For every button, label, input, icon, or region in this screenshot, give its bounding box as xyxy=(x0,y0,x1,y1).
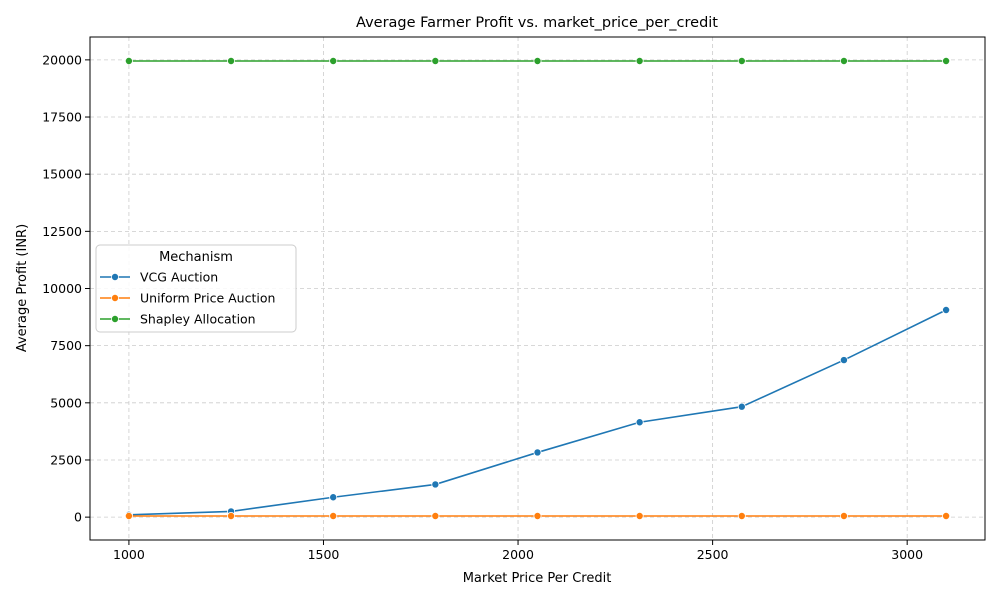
series-vcg-auction xyxy=(124,305,951,519)
x-tick-label: 2000 xyxy=(502,547,534,562)
x-axis-label: Market Price Per Credit xyxy=(463,571,612,586)
data-point xyxy=(839,511,848,520)
y-tick-label: 7500 xyxy=(50,338,82,353)
legend-box xyxy=(95,244,297,333)
x-tick-label: 2500 xyxy=(697,547,729,562)
data-point xyxy=(533,57,542,66)
data-point xyxy=(942,511,951,520)
data-point xyxy=(533,511,542,520)
series-lines xyxy=(124,57,951,520)
legend-marker xyxy=(111,293,120,302)
series-line xyxy=(128,309,947,516)
y-tick-label: 5000 xyxy=(50,395,82,410)
x-tick-label: 1500 xyxy=(308,547,340,562)
y-tick-label: 17500 xyxy=(42,110,82,125)
legend-marker xyxy=(111,272,120,281)
data-point xyxy=(737,511,746,520)
chart-title: Average Farmer Profit vs. market_price_p… xyxy=(356,15,718,31)
y-tick-label: 12500 xyxy=(42,224,82,239)
legend-entry: VCG Auction xyxy=(100,270,218,285)
y-tick-label: 20000 xyxy=(42,52,82,67)
legend-title: Mechanism xyxy=(159,250,233,265)
y-axis-label: Average Profit (INR) xyxy=(15,224,30,352)
data-point xyxy=(737,402,746,411)
data-point xyxy=(124,511,133,520)
data-point xyxy=(839,356,848,365)
legend-entry: Uniform Price Auction xyxy=(100,291,275,306)
axis-ticks: 1000 1500 2000 2500 3000 0 2500 5000 7500 10000 12… xyxy=(42,52,923,562)
data-point xyxy=(839,57,848,66)
data-point xyxy=(431,480,440,489)
legend-label: Shapley Allocation xyxy=(140,312,256,327)
data-point xyxy=(942,305,951,314)
y-tick-label: 15000 xyxy=(42,167,82,182)
series-shapley-allocation xyxy=(124,57,951,66)
legend-marker xyxy=(111,314,120,323)
data-point xyxy=(329,57,338,66)
data-point xyxy=(635,511,644,520)
legend: Mechanism VCG Auction Uniform Price Aucti… xyxy=(95,244,297,333)
legend-entry: Shapley Allocation xyxy=(100,312,256,327)
legend-entries: VCG Auction Uniform Price Auction Shapley … xyxy=(100,270,275,327)
data-point xyxy=(635,57,644,66)
grid xyxy=(90,37,985,540)
legend-label: Uniform Price Auction xyxy=(140,291,275,306)
data-point xyxy=(431,57,440,66)
y-tick-label: 10000 xyxy=(42,281,82,296)
data-point xyxy=(329,493,338,502)
x-tick-label: 1000 xyxy=(113,547,145,562)
data-point xyxy=(329,511,338,520)
data-point xyxy=(431,511,440,520)
series-uniform-price-auction xyxy=(124,511,951,520)
data-point xyxy=(737,57,746,66)
y-tick-label: 2500 xyxy=(50,452,82,467)
x-tick-label: 3000 xyxy=(891,547,923,562)
y-tick-label: 0 xyxy=(74,510,82,525)
data-point xyxy=(124,57,133,66)
data-point xyxy=(533,448,542,457)
legend-label: VCG Auction xyxy=(140,270,218,285)
data-point xyxy=(227,57,236,66)
data-point xyxy=(942,57,951,66)
data-point xyxy=(635,418,644,427)
data-point xyxy=(227,511,236,520)
